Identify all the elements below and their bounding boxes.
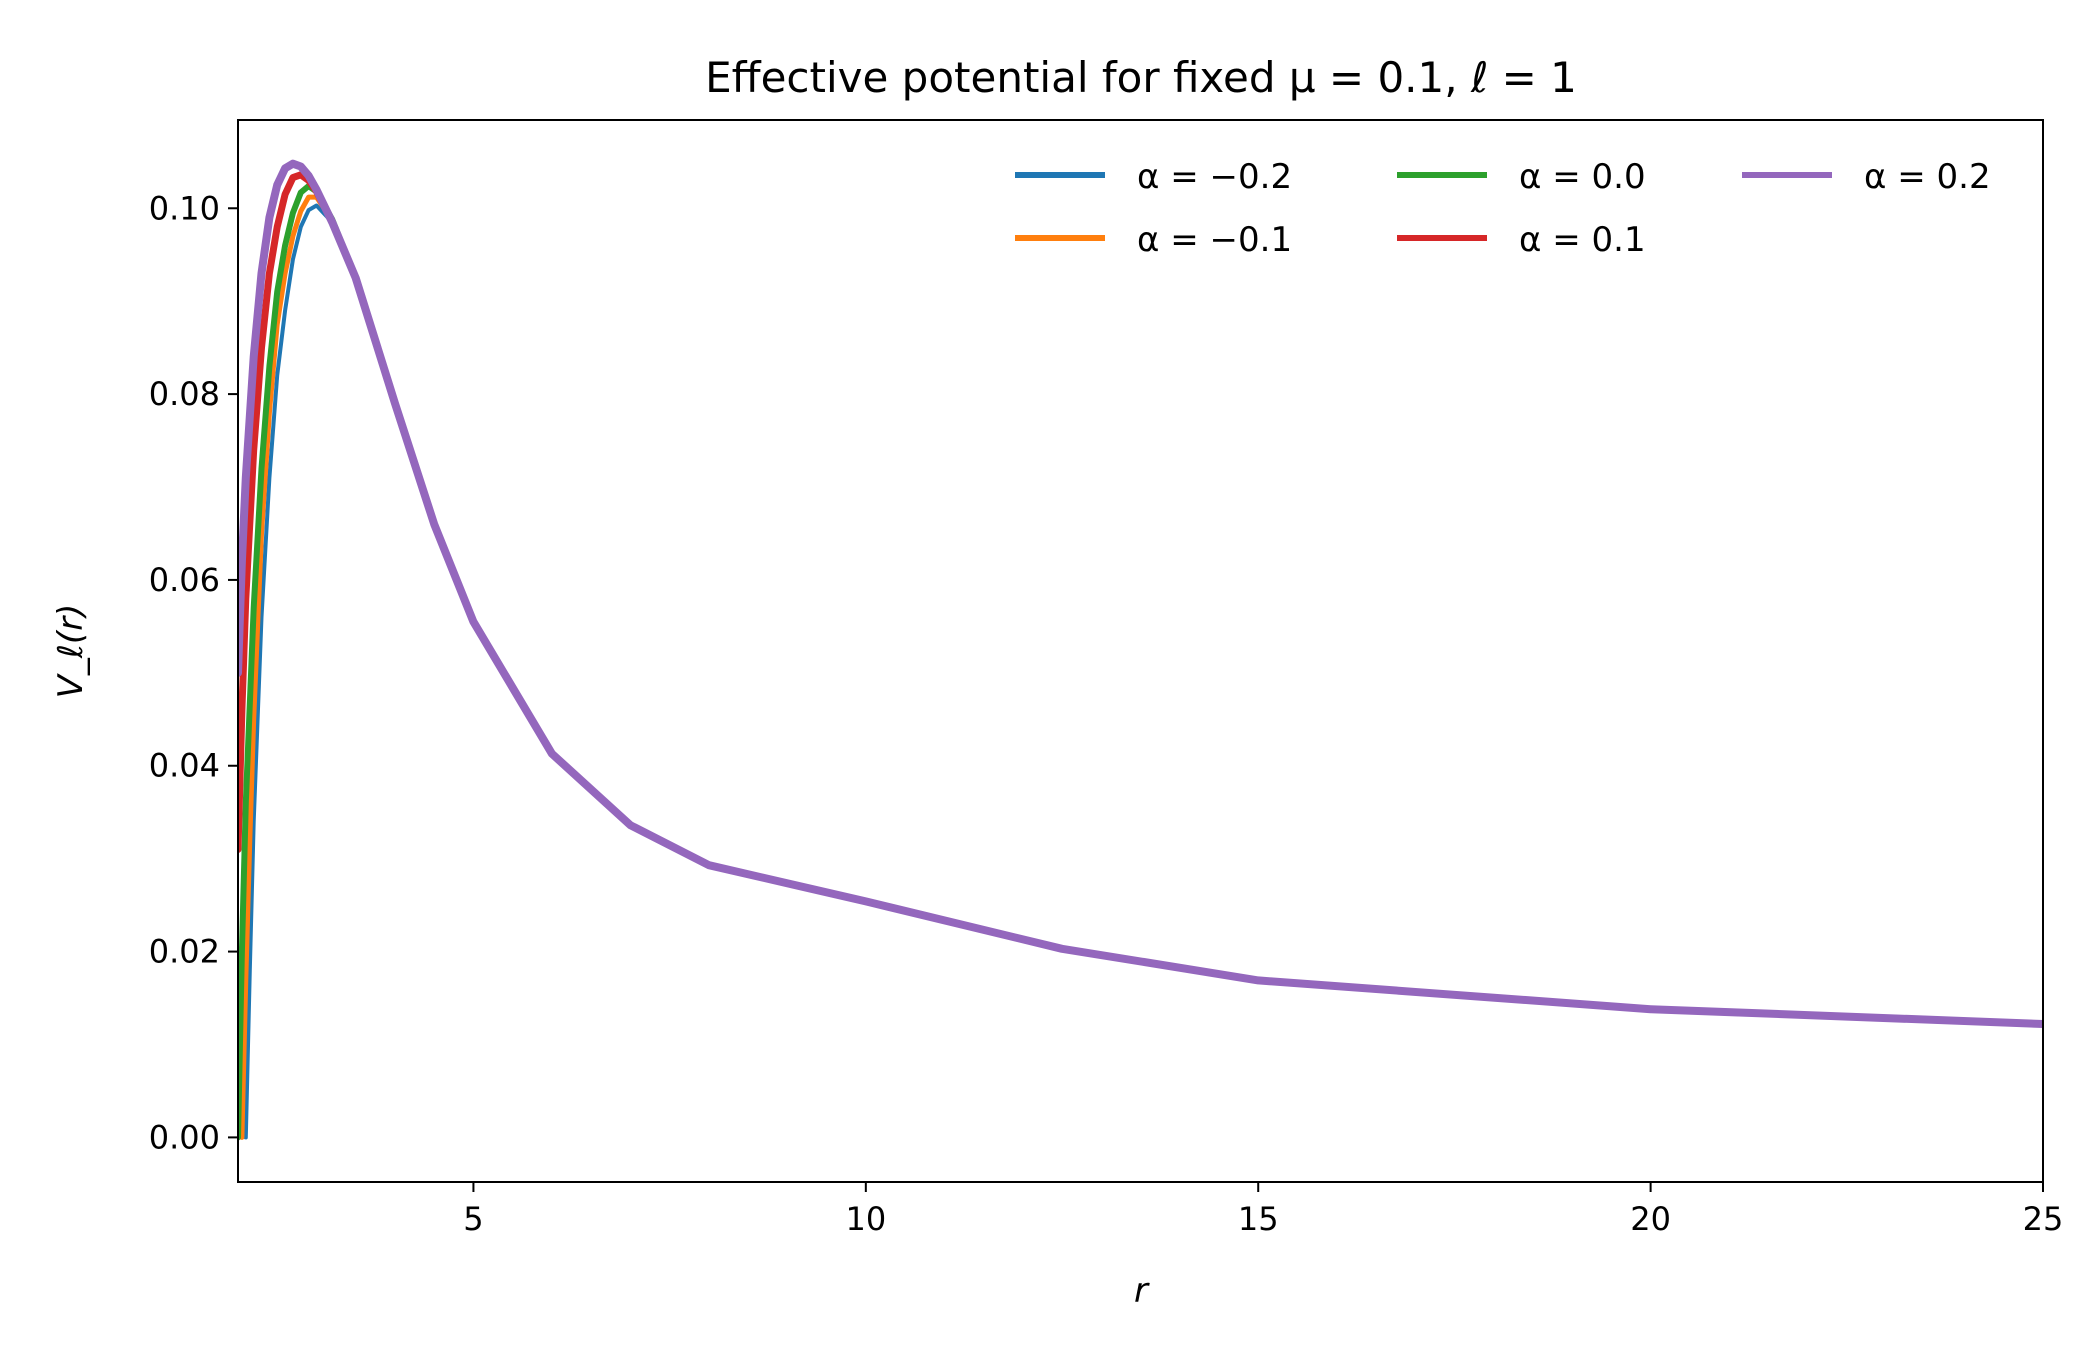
x-axis-label: r [1134,1271,1150,1311]
y-tick-label: 0.10 [149,189,220,227]
y-tick-label: 0.06 [149,561,220,599]
chart-title: Effective potential for fixed μ = 0.1, ℓ… [705,53,1577,102]
legend-label-4: α = 0.2 [1864,157,1991,197]
x-tick-label: 15 [1238,1200,1279,1238]
x-tick-label: 10 [845,1200,886,1238]
legend-label-0: α = −0.2 [1137,157,1292,197]
x-axis-ticks: 5 10 15 20 25 [463,1182,2063,1238]
y-tick-label: 0.02 [149,933,220,971]
y-axis-label: V_ℓ(r) [51,604,91,699]
y-tick-label: 0.00 [149,1118,220,1156]
y-tick-label: 0.04 [149,747,220,785]
legend-label-3: α = 0.1 [1519,220,1646,260]
legend-label-2: α = 0.0 [1519,157,1646,197]
y-axis-ticks: 0.00 0.02 0.04 0.06 0.08 0.10 [149,189,238,1156]
series-layer [238,159,2043,1141]
series-line-4 [238,159,2043,1028]
plot-frame [237,119,2044,1183]
x-tick-label: 5 [463,1200,483,1238]
legend-label-1: α = −0.1 [1137,220,1292,260]
legend: α = −0.2 α = −0.1 α = 0.0 α = 0.1 α = 0.2 [1015,157,1991,260]
y-tick-label: 0.08 [149,375,220,413]
x-tick-label: 20 [1630,1200,1671,1238]
x-tick-label: 25 [2023,1200,2064,1238]
